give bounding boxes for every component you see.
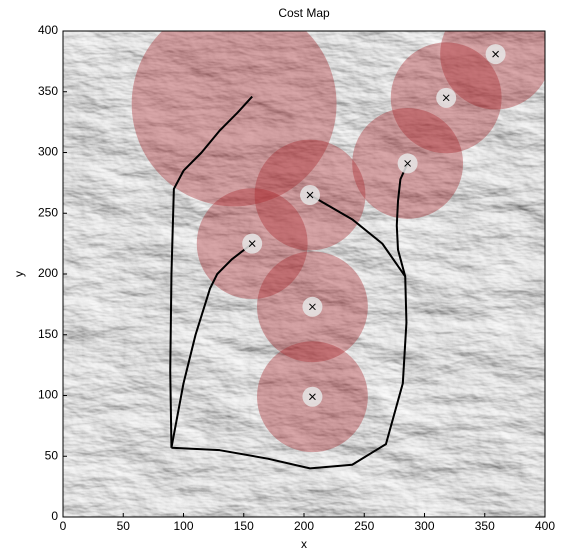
marker [302,387,322,407]
x-tick-label: 100 [173,519,193,533]
x-tick-label: 50 [117,519,131,533]
y-tick-label: 200 [38,266,58,280]
x-tick-label: 150 [234,519,254,533]
chart-title: Cost Map [278,6,330,20]
x-tick-label: 400 [535,519,555,533]
marker [398,153,418,173]
chart: Cost Map x y 0 50 100 150 200 250 300 350 400 0 50… [0,0,561,553]
y-tick-label: 350 [38,84,58,98]
y-tick-label: 100 [38,388,58,402]
x-tick-label: 300 [414,519,434,533]
y-tick-label: 50 [45,448,59,462]
marker [300,185,320,205]
y-tick-label: 300 [38,145,58,159]
x-tick-label: 250 [354,519,374,533]
marker [486,44,506,64]
y-tick-label: 400 [38,23,58,37]
marker [242,234,262,254]
marker [302,297,322,317]
y-tick-label: 250 [38,205,58,219]
x-tick-label: 200 [294,519,314,533]
y-tick-label: 0 [51,509,58,523]
x-tick-label: 350 [475,519,495,533]
x-axis-label: x [301,537,307,551]
y-axis-label: y [12,271,26,277]
x-tick-label: 0 [60,519,67,533]
marker [436,88,456,108]
y-tick-label: 150 [38,327,58,341]
